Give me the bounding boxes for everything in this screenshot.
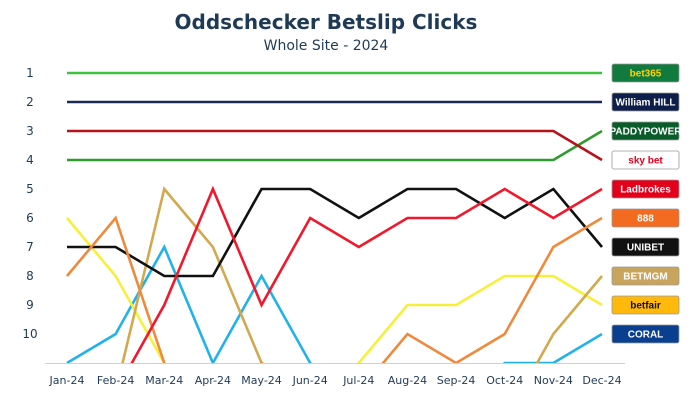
- legend-logo-label: PADDYPOWER: [609, 127, 682, 138]
- legend-logo-label: betfair: [630, 301, 661, 312]
- legend-logo-badge: [611, 92, 680, 112]
- y-tick-label: 9: [26, 298, 34, 312]
- y-tick-label: 6: [26, 211, 34, 225]
- x-tick-label: May-24: [241, 374, 282, 387]
- legend-logo-badge: [611, 324, 680, 344]
- x-tick-label: Apr-24: [195, 374, 231, 387]
- legend-logo-badge: [611, 150, 680, 170]
- y-tick-label: 5: [26, 182, 34, 196]
- legend-logo-label: BETMGM: [623, 272, 667, 283]
- chart-subtitle: Whole Site - 2024: [263, 38, 389, 54]
- y-tick-label: 4: [26, 153, 34, 167]
- legend-logo-label: 888: [637, 214, 654, 225]
- series-group: [66, 71, 603, 363]
- y-tick-label: 2: [26, 95, 34, 109]
- legend-logo-label: CORAL: [628, 330, 664, 341]
- y-tick-label: 10: [22, 327, 37, 341]
- series-line-coral: [66, 244, 603, 363]
- legend-logo-label: William HILL: [616, 98, 676, 109]
- series-line-paddypower: [67, 129, 603, 162]
- x-tick-label: Jul-24: [342, 374, 374, 387]
- x-tick-label: Jun-24: [292, 374, 328, 387]
- legend-logo-badge: [611, 63, 680, 83]
- x-tick-label: Jan-24: [49, 374, 85, 387]
- series-line-betfair: [66, 217, 603, 363]
- y-tick-label: 7: [26, 240, 34, 254]
- x-tick-label: Dec-24: [582, 374, 621, 387]
- x-tick-label: Nov-24: [534, 374, 573, 387]
- legend-logo-badge: [611, 237, 680, 257]
- x-tick-label: Feb-24: [97, 374, 134, 387]
- series-line-unibet: [67, 187, 603, 278]
- legend-logo-badge: [611, 295, 680, 315]
- y-tick-label: 8: [26, 269, 34, 283]
- x-tick-label: Sep-24: [437, 374, 476, 387]
- legend-logo-badge: [611, 266, 680, 286]
- chart-title: Oddschecker Betslip Clicks: [174, 10, 478, 34]
- legend-logo-badge: [611, 179, 680, 199]
- x-tick-label: Oct-24: [486, 374, 523, 387]
- y-tick-label: 3: [26, 124, 34, 138]
- y-tick-label: 1: [26, 66, 34, 80]
- legend-logo-label: Ladbrokes: [620, 185, 671, 196]
- series-line-ladbrokes: [130, 185, 603, 363]
- legend-logo-label: UNIBET: [627, 243, 664, 254]
- series-line-betmgm: [121, 186, 603, 363]
- legend-logo-badge: [611, 121, 680, 141]
- x-tick-label: Mar-24: [145, 374, 183, 387]
- series-line-sky-bet: [67, 129, 603, 162]
- legend-logo-label: sky bet: [628, 156, 663, 167]
- legend-logo-badge: [611, 208, 680, 228]
- series-line-888: [66, 215, 603, 363]
- x-tick-label: Aug-24: [388, 374, 427, 387]
- legend-logo-label: bet365: [630, 69, 662, 80]
